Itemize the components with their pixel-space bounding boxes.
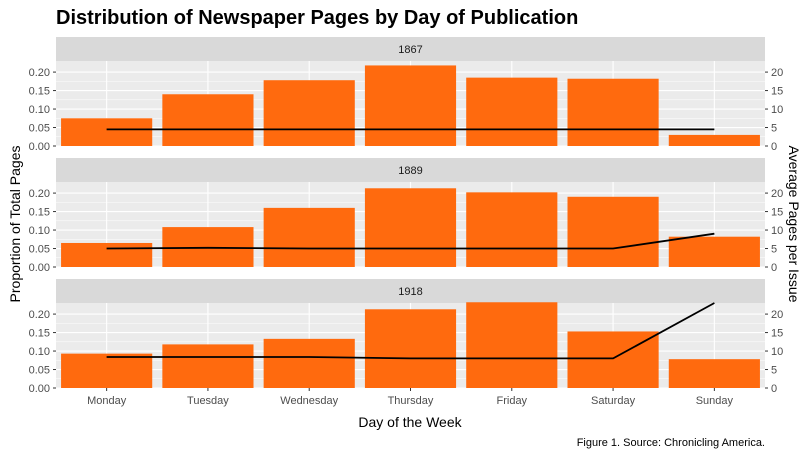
y-tick-label: 0.05 (29, 123, 50, 135)
bar-saturday (567, 196, 659, 267)
x-axis-title: Day of the Week (358, 414, 462, 430)
bar-tuesday (162, 94, 254, 146)
y2-tick-label: 5 (771, 365, 777, 377)
y2-tick-label: 0 (771, 141, 777, 153)
y2-tick-label: 15 (771, 207, 783, 219)
facet-strip-label: 1889 (398, 165, 422, 177)
facet-strip-label: 1867 (398, 44, 422, 56)
y-tick-label: 0.05 (29, 365, 50, 377)
y-tick-label: 0.15 (29, 86, 50, 98)
y2-tick-label: 0 (771, 383, 777, 395)
facet-panel-1867: 1867 0.00 0.05 0.10 0.15 0.20 0 5 10 15 20 (29, 37, 783, 153)
y-tick-label: 0.10 (29, 225, 50, 237)
bar-wednesday (263, 80, 355, 146)
bar-wednesday (263, 338, 355, 388)
y2-tick-label: 20 (771, 309, 783, 321)
facet-strip (56, 158, 765, 182)
bar-thursday (364, 188, 457, 267)
y2-tick-label: 20 (771, 188, 783, 200)
y2-tick-label: 15 (771, 328, 783, 340)
facet-strip-label: 1918 (398, 286, 422, 298)
x-tick-label: Wednesday (280, 395, 338, 407)
bar-thursday (364, 65, 457, 146)
x-axis: Monday Tuesday Wednesday Thursday Friday Satu… (87, 388, 734, 407)
caption: Figure 1. Source: Chronicling America. (577, 437, 765, 449)
bar-monday (61, 242, 153, 267)
bar-monday (61, 118, 153, 146)
x-tick-label: Thursday (388, 395, 434, 407)
y-axis-title-right: Average Pages per Issue (786, 146, 802, 303)
chart-title: Distribution of Newspaper Pages by Day o… (56, 7, 578, 29)
bar-thursday (364, 309, 457, 388)
x-tick-label: Friday (497, 395, 528, 407)
y2-tick-label: 5 (771, 244, 777, 256)
bar-friday (466, 77, 558, 146)
avg-pages-line (106, 232, 715, 250)
y-tick-label: 0.05 (29, 244, 50, 256)
y2-tick-label: 20 (771, 67, 783, 79)
y2-tick-label: 10 (771, 225, 783, 237)
y2-tick-label: 10 (771, 104, 783, 116)
bar-wednesday (263, 207, 355, 267)
y2-tick-label: 15 (771, 86, 783, 98)
y-axis-title-left: Proportion of Total Pages (7, 146, 23, 303)
bar-monday (61, 353, 153, 388)
y-tick-label: 0.00 (29, 141, 50, 153)
y2-tick-label: 10 (771, 346, 783, 358)
avg-pages-line (106, 302, 715, 360)
facet-strip (56, 37, 765, 61)
x-tick-label: Sunday (696, 395, 734, 407)
y-tick-label: 0.10 (29, 104, 50, 116)
x-tick-label: Saturday (591, 395, 636, 407)
facet-panel-1889: 1889 0.00 0.05 0.10 0.15 0.20 0 5 10 15 20 (29, 158, 783, 274)
bar-friday (466, 192, 558, 267)
facet-strip (56, 279, 765, 303)
y-tick-label: 0.10 (29, 346, 50, 358)
bar-tuesday (162, 344, 254, 388)
facet-panels: 1867 0.00 0.05 0.10 0.15 0.20 0 5 10 15 20 1889 0.00… (29, 37, 783, 395)
y-tick-label: 0.20 (29, 67, 50, 79)
facet-panel-1918: 1918 0.00 0.05 0.10 0.15 0.20 0 5 10 15 20 (29, 279, 783, 395)
y-tick-label: 0.00 (29, 262, 50, 274)
x-tick-label: Monday (87, 395, 127, 407)
bar-sunday (668, 236, 760, 267)
x-tick-label: Tuesday (187, 395, 229, 407)
y-tick-label: 0.20 (29, 309, 50, 321)
y-tick-label: 0.20 (29, 188, 50, 200)
bar-friday (466, 302, 558, 388)
y-tick-label: 0.00 (29, 383, 50, 395)
y-tick-label: 0.15 (29, 328, 50, 340)
y-tick-label: 0.15 (29, 207, 50, 219)
y2-tick-label: 5 (771, 123, 777, 135)
bar-sunday (668, 134, 760, 146)
y2-tick-label: 0 (771, 262, 777, 274)
bar-sunday (668, 359, 760, 388)
bar-saturday (567, 78, 659, 146)
bar-saturday (567, 331, 659, 388)
